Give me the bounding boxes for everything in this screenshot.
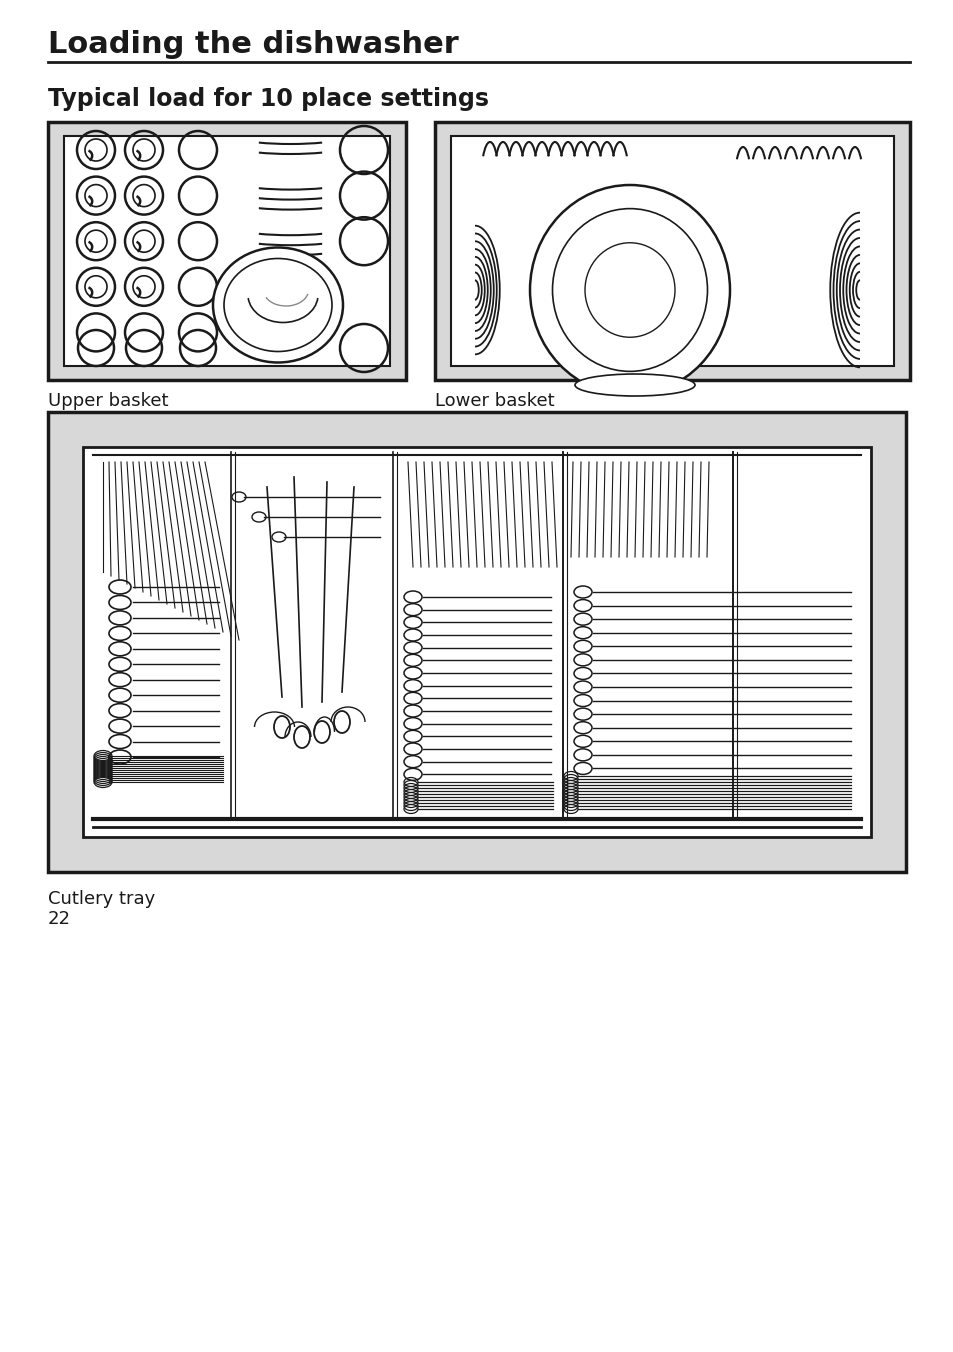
Text: Cutlery tray: Cutlery tray: [48, 890, 155, 909]
Ellipse shape: [530, 185, 729, 395]
Ellipse shape: [213, 247, 343, 362]
Text: Typical load for 10 place settings: Typical load for 10 place settings: [48, 87, 489, 111]
Bar: [451, 137, 893, 366]
Text: Loading the dishwasher: Loading the dishwasher: [48, 30, 458, 59]
Text: Upper basket: Upper basket: [48, 392, 169, 410]
Text: Lower basket: Lower basket: [435, 392, 554, 410]
Text: 22: 22: [48, 910, 71, 927]
Bar: [64, 137, 390, 366]
Bar: [48, 122, 406, 380]
Bar: [48, 412, 905, 872]
Bar: [83, 448, 870, 837]
Ellipse shape: [575, 375, 695, 396]
Bar: [435, 122, 909, 380]
